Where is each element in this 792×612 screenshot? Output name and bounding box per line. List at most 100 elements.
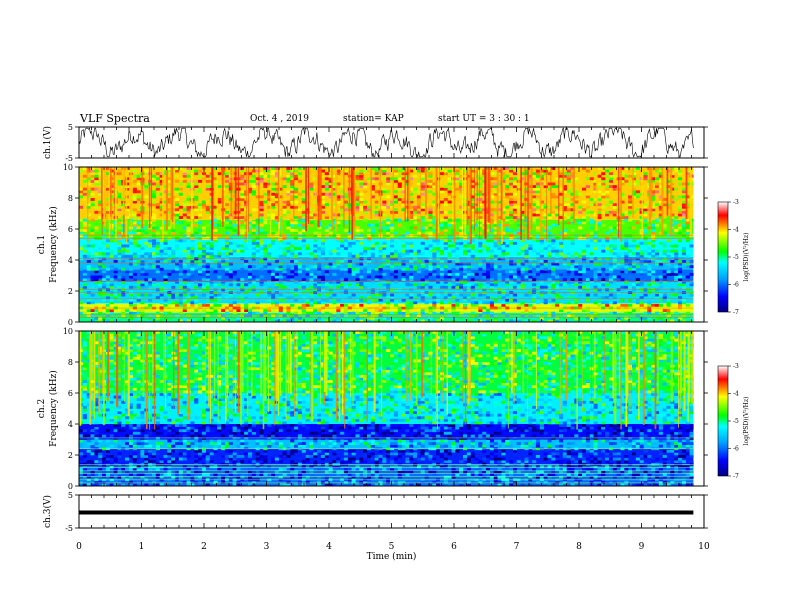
ch1-spectrogram-cell: [213, 179, 218, 183]
ch2-spectrogram-cell: [397, 480, 402, 484]
ch1-spectrogram-cell: [198, 179, 203, 183]
ch1-spectrogram-cell: [643, 177, 648, 181]
ch1-spectrogram-cell: [466, 293, 471, 297]
ch1-spectrogram-cell: [539, 239, 544, 243]
ch1-spectrogram-cell: [163, 298, 168, 302]
ch1-spectrogram-cell: [555, 260, 560, 263]
ch1-spectrogram-cell: [313, 288, 318, 292]
ch1-spectrogram-cell: [198, 169, 203, 173]
ch1-spectrogram-cell: [428, 311, 433, 315]
ch1-spectrogram-cell: [432, 262, 437, 266]
ch1-spectrogram-cell: [455, 239, 460, 243]
ch1-spectrogram-cell: [635, 179, 640, 183]
ch1-spectrogram-burst: [620, 167, 622, 242]
ch1-spectrogram-cell: [601, 210, 606, 214]
ch1-spectrogram-cell: [647, 260, 652, 263]
ch1-spectrogram-cell: [186, 195, 191, 199]
ch1-spectrogram-cell: [324, 262, 329, 266]
ch1-spectrogram-cell: [685, 221, 690, 225]
ch1-spectrogram-cell: [562, 198, 567, 201]
ch1-spectrogram-cell: [509, 234, 514, 238]
ch1-spectrogram-cell: [320, 262, 325, 266]
ch1-spectrogram-cell: [601, 192, 606, 196]
ch1-spectrogram-cell: [382, 169, 387, 173]
ch1-spectrogram-cell: [90, 285, 95, 289]
ch1-spectrogram-cell: [132, 314, 137, 318]
ch1-spectrogram-cell: [651, 257, 656, 261]
ch1-spectrogram-cell: [332, 167, 337, 170]
ch1-spectrogram-cell: [278, 195, 283, 199]
ch1-spectrogram-cell: [520, 262, 525, 266]
ch2-spectrogram-cell: [232, 480, 237, 484]
ch1-spectrogram-cell: [505, 283, 510, 287]
ch1-spectrogram-cell: [324, 285, 329, 289]
ch1-spectrogram-cell: [635, 195, 640, 199]
ch1-spectrogram-cell: [244, 296, 249, 300]
ch1-spectrogram-cell: [512, 208, 517, 212]
ch1-spectrogram-cell: [393, 169, 398, 173]
ch1-spectrogram-cell: [232, 241, 237, 245]
ch1-spectrogram-cell: [562, 301, 567, 305]
ch1-spectrogram-cell: [651, 195, 656, 199]
ch1-spectrogram-burst: [484, 167, 487, 240]
ch1-spectrogram-cell: [328, 262, 333, 266]
ch1-spectrogram-cell: [117, 285, 122, 289]
ch1-spectrogram-cell: [251, 185, 256, 188]
ch1-spectrogram-cell: [447, 270, 452, 274]
ch1-spectrogram-cell: [570, 187, 575, 191]
ch1-spectrogram-cell: [190, 319, 195, 323]
ch1-spectrogram-cell: [528, 303, 533, 307]
ch1-spectrogram-cell: [443, 179, 448, 183]
ch1-spectrogram-cell: [566, 272, 571, 276]
ch1-spectrogram-cell: [489, 278, 494, 281]
ch1-spectrogram-colorbar: [717, 201, 729, 313]
ch1-spectrogram-cell: [309, 185, 314, 188]
ch1-spectrogram-cell: [532, 190, 537, 194]
ch1-spectrogram-cell: [244, 283, 249, 287]
ch1-spectrogram-cell: [589, 278, 594, 281]
ch1-spectrogram-cell: [148, 303, 153, 307]
ch1-spectrogram-cell: [543, 270, 548, 274]
ch1-spectrogram-cell: [332, 213, 337, 217]
ch2-spectrogram-cell: [505, 483, 510, 487]
ch1-spectrogram-cell: [313, 265, 318, 269]
ch2-spectrogram-cell: [401, 480, 406, 484]
ch1-spectrogram-cell: [374, 223, 379, 227]
ch1-spectrogram-cell: [159, 213, 164, 217]
ch1-spectrogram-cell: [631, 257, 636, 261]
ch1-spectrogram-cell: [355, 205, 360, 209]
ch1-spectrogram-cell: [578, 303, 583, 307]
ch1-spectrogram-cell: [489, 283, 494, 287]
ch2-spectrogram-cell: [152, 480, 157, 484]
ch1-spectrogram-cell: [194, 285, 199, 289]
ch1-spectrogram-cell: [582, 218, 587, 222]
ch1-spectrogram-cell: [501, 311, 506, 315]
ch1-spectrogram-cell: [132, 223, 137, 227]
ch1-spectrogram-cell: [163, 167, 168, 170]
ch2-spectrogram-cell: [631, 483, 636, 487]
ch1-spectrogram-cell: [259, 280, 264, 284]
ch1-spectrogram-cell: [340, 260, 345, 263]
ch1-spectrogram-cell: [612, 203, 617, 207]
ch1-spectrogram-cell: [559, 231, 564, 235]
ch1-spectrogram-cell: [359, 169, 364, 173]
ch1-spectrogram-cell: [313, 192, 318, 196]
ch2-spectrogram-band: [79, 439, 694, 449]
ch1-spectrogram-cell: [182, 174, 187, 178]
ch1-spectrogram-cell: [624, 257, 629, 261]
ch1-spectrogram-cell: [259, 198, 264, 201]
ch1-spectrogram-cell: [121, 309, 126, 312]
ch1-spectrogram-cell: [470, 226, 475, 230]
ch1-spectrogram-cell: [278, 226, 283, 230]
ch1-spectrogram-cell: [624, 167, 629, 170]
ch1-spectrogram-cell: [171, 254, 176, 258]
ch1-spectrogram-cell: [578, 226, 583, 230]
ch2-spectrogram-cell: [324, 483, 329, 487]
ch1-spectrogram-cell: [670, 319, 675, 323]
ch1-spectrogram-cell: [624, 174, 629, 178]
ch1-spectrogram-cell: [405, 303, 410, 307]
ch1-spectrogram-cell: [459, 280, 464, 284]
ch1-spectrogram-cell: [631, 252, 636, 256]
ch1-spectrogram-cell: [428, 174, 433, 178]
ch1-spectrogram-cell: [155, 288, 160, 292]
